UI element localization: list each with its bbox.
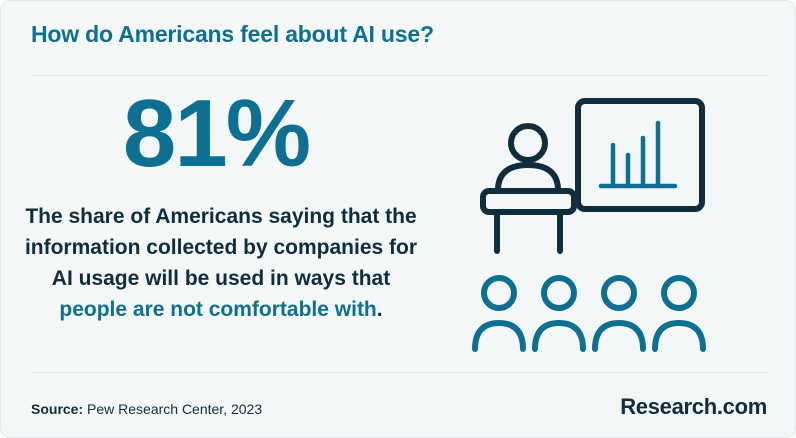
brand-logo: Research.com [620,394,767,419]
presenter-icon [480,123,577,254]
description-end: . [376,298,383,321]
source-text: Pew Research Center, 2023 [83,401,263,417]
audience-icon [472,275,706,352]
source-label: Source: [31,401,84,417]
description-text: The share of Americans saying that the i… [24,205,418,290]
stat-value: 81% [122,80,311,187]
top-divider [31,75,769,76]
bottom-divider [31,372,769,373]
chart-board-icon [575,98,705,212]
presentation-illustration [472,98,706,352]
source-note: Source: Pew Research Center, 2023 [31,401,262,417]
page-title: How do Americans feel about AI use? [31,21,434,47]
description-highlight: people are not comfortable with [59,298,377,321]
stat-description: The share of Americans saying that the i… [21,201,421,325]
